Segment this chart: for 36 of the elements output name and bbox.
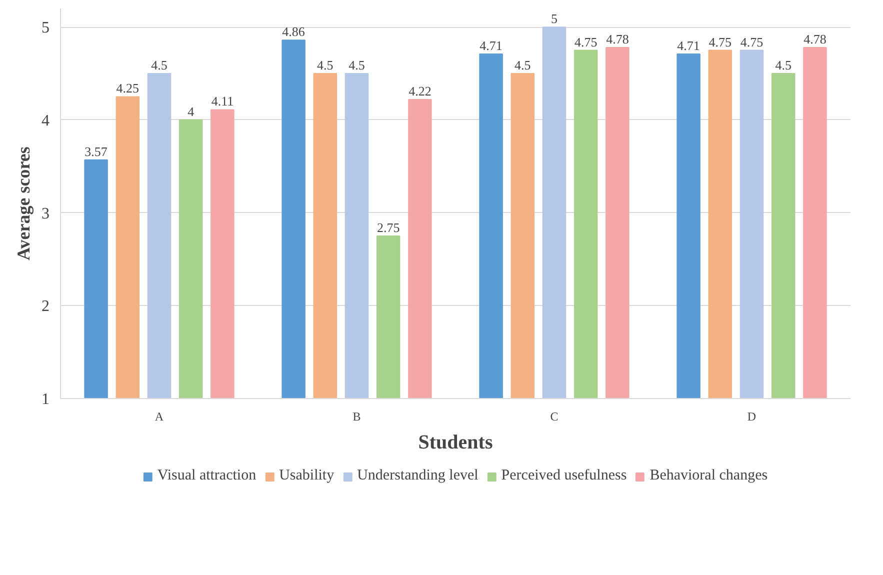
data-label: 4.5 bbox=[514, 58, 531, 72]
data-label: 4.75 bbox=[740, 34, 764, 50]
data-label: 5 bbox=[551, 11, 558, 26]
data-label: 4 bbox=[188, 104, 195, 119]
legend-label: Usability bbox=[279, 468, 334, 484]
x-tick-label: A bbox=[154, 410, 164, 424]
x-axis-title: Students bbox=[418, 432, 493, 454]
y-axis-title: Average scores bbox=[14, 146, 34, 260]
x-tick-label: B bbox=[352, 410, 361, 424]
data-label: 4.71 bbox=[480, 38, 502, 53]
data-label: 2.75 bbox=[376, 220, 400, 235]
data-label: 4.5 bbox=[775, 58, 792, 72]
data-label: 4.5 bbox=[348, 58, 365, 72]
y-tick-label: 2 bbox=[42, 298, 50, 316]
y-tick-label: 4 bbox=[42, 112, 50, 130]
data-label: 4.75 bbox=[708, 34, 732, 50]
data-label: 4.78 bbox=[804, 32, 826, 46]
legend-label: Visual attraction bbox=[157, 468, 256, 484]
data-label: 4.25 bbox=[116, 80, 140, 96]
y-tick-label: 1 bbox=[42, 391, 50, 408]
data-label: 4.78 bbox=[606, 32, 629, 46]
y-tick-label: 3 bbox=[42, 205, 50, 222]
data-label: 4.5 bbox=[317, 58, 334, 72]
data-label: 4.75 bbox=[574, 34, 598, 50]
data-label: 4.5 bbox=[151, 58, 168, 72]
data-label: 4.71 bbox=[677, 38, 700, 53]
data-label: 4.11 bbox=[211, 94, 234, 109]
legend-label: Perceived usefulness bbox=[501, 468, 627, 484]
data-label: 4.86 bbox=[282, 24, 306, 40]
legend-label: Understanding level bbox=[357, 468, 478, 484]
data-label: 3.57 bbox=[84, 144, 108, 159]
legend-label: Behavioral changes bbox=[650, 468, 768, 484]
y-tick-label: 5 bbox=[42, 20, 50, 37]
data-label: 4.22 bbox=[408, 84, 432, 98]
x-tick-label: D bbox=[747, 410, 756, 424]
x-tick-label: C bbox=[550, 410, 558, 424]
